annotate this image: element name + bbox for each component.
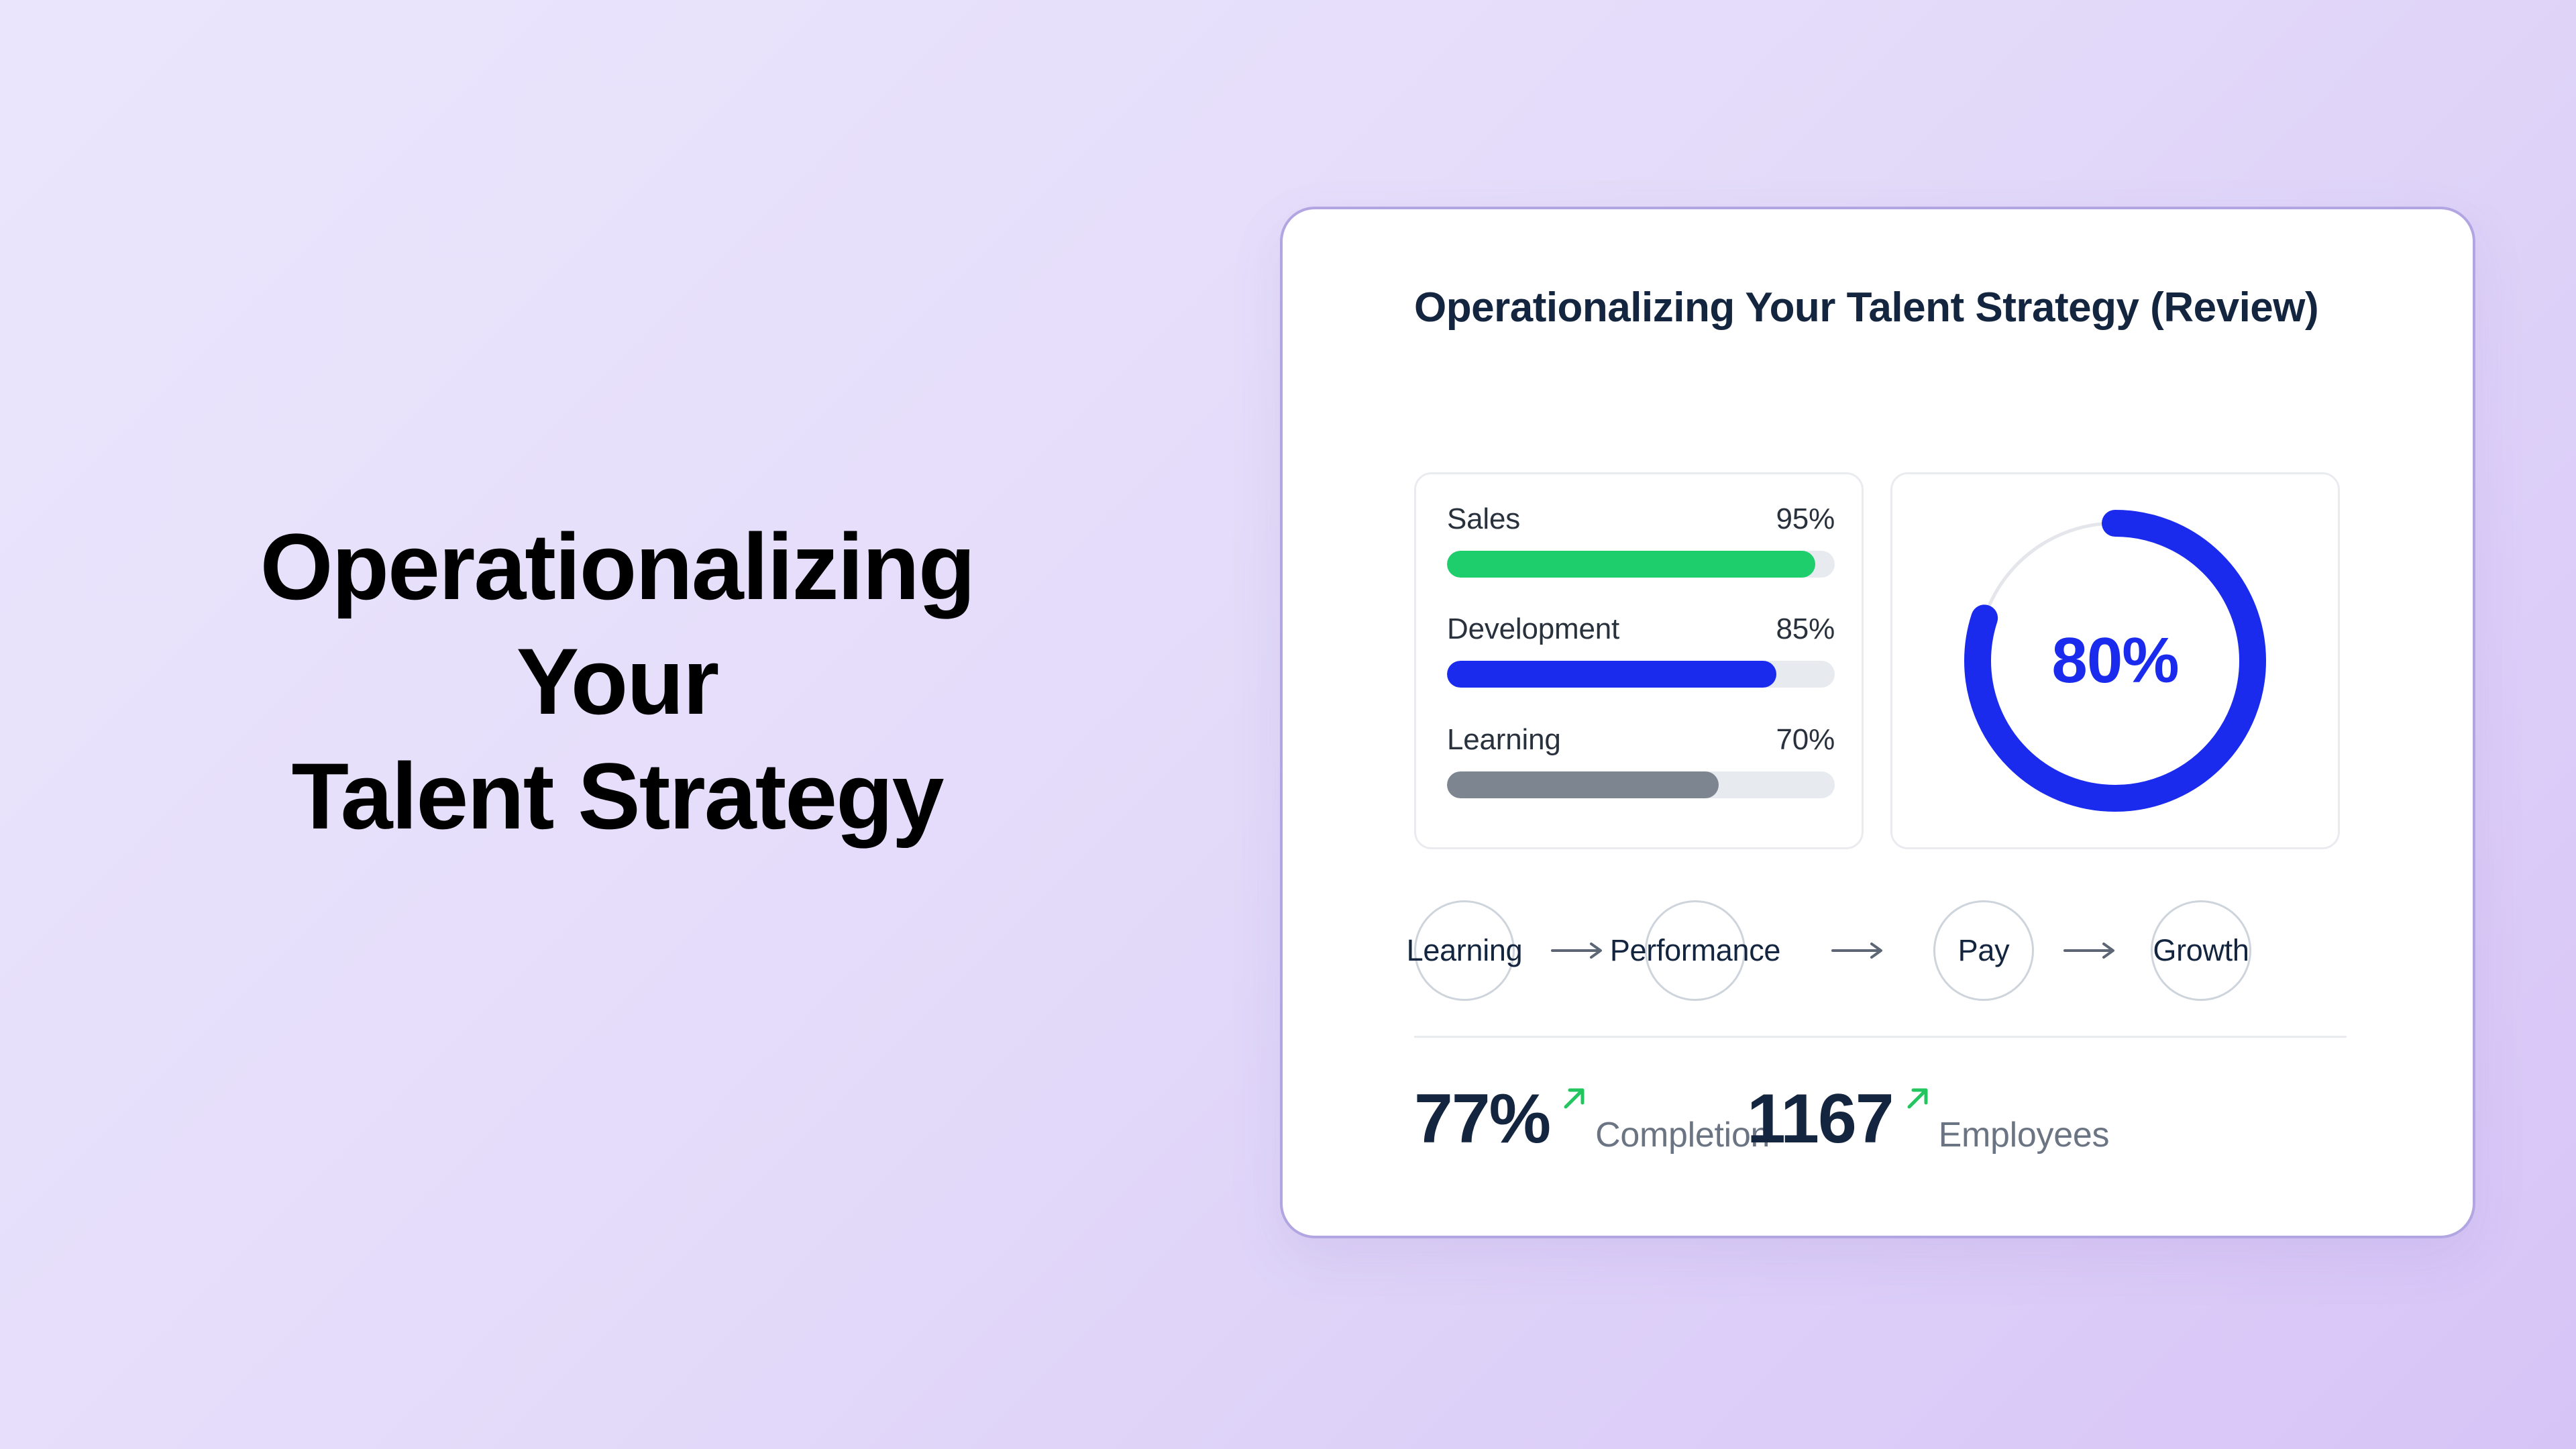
- hero-headline-line-3: Talent Strategy: [291, 743, 945, 849]
- arrow-up-right-icon: [1900, 1081, 1935, 1116]
- progress-value: 70%: [1776, 723, 1835, 756]
- progress-fill: [1447, 661, 1777, 688]
- hero-headline-line-2: Your: [516, 628, 720, 734]
- dashboard-card: Operationalizing Your Talent Strategy (R…: [1280, 207, 2475, 1238]
- progress-value: 95%: [1776, 502, 1835, 535]
- talent-flow-diagram: Learning Performance Pay Growth: [1407, 887, 2347, 1014]
- flow-arrow-icon: [1826, 941, 1894, 960]
- progress-fill: [1447, 551, 1816, 578]
- progress-row-header: Sales 95%: [1447, 502, 1835, 536]
- stat-completion: 77% Completion: [1414, 1084, 1770, 1154]
- stat-value: 1167: [1747, 1080, 1894, 1158]
- donut-center-label: 80%: [2051, 625, 2179, 696]
- department-progress-panel: Sales 95% Development 85% Learning 70%: [1414, 472, 1864, 849]
- flow-node-performance[interactable]: Performance: [1610, 900, 1780, 1001]
- summary-stats: 77% Completion 1167 Employees: [1414, 1075, 2347, 1189]
- section-divider: [1414, 1036, 2347, 1038]
- hero-headline-line-1: Operationalizing: [260, 514, 976, 619]
- progress-value: 85%: [1776, 612, 1835, 645]
- stat-employees: 1167 Employees: [1747, 1084, 2109, 1154]
- flow-node-pay[interactable]: Pay: [1933, 900, 2034, 1001]
- progress-track: [1447, 771, 1835, 798]
- flow-node-growth[interactable]: Growth: [2151, 900, 2251, 1001]
- progress-row-header: Development 85%: [1447, 612, 1835, 646]
- card-title: Operationalizing Your Talent Strategy (R…: [1414, 284, 2319, 331]
- progress-fill: [1447, 771, 1719, 798]
- flow-arrow-icon: [1546, 941, 1614, 960]
- progress-track: [1447, 661, 1835, 688]
- stat-caption: Completion: [1595, 1116, 1770, 1155]
- flow-node-label: Growth: [2153, 933, 2249, 967]
- flow-node-label: Performance: [1609, 933, 1781, 967]
- donut-chart: 80%: [1961, 506, 2269, 815]
- arrow-up-right-icon: [1556, 1081, 1591, 1116]
- progress-label: Sales: [1447, 502, 1521, 535]
- flow-node-label: Pay: [1957, 933, 2010, 967]
- progress-label: Learning: [1447, 723, 1561, 756]
- progress-row: Development 85%: [1447, 612, 1835, 688]
- hero-headline: Operationalizing Your Talent Strategy: [114, 510, 1120, 853]
- donut-chart-svg: [1964, 510, 2266, 812]
- completion-donut-panel: 80%: [1890, 472, 2340, 849]
- stat-value: 77%: [1414, 1080, 1551, 1158]
- flow-node-label: Learning: [1406, 933, 1523, 967]
- progress-track: [1447, 551, 1835, 578]
- progress-row-header: Learning 70%: [1447, 723, 1835, 757]
- progress-label: Development: [1447, 612, 1620, 645]
- progress-row: Learning 70%: [1447, 723, 1835, 798]
- progress-row: Sales 95%: [1447, 502, 1835, 578]
- flow-node-learning[interactable]: Learning: [1407, 900, 1523, 1001]
- flow-arrow-icon: [2058, 941, 2127, 960]
- stat-caption: Employees: [1938, 1116, 2110, 1155]
